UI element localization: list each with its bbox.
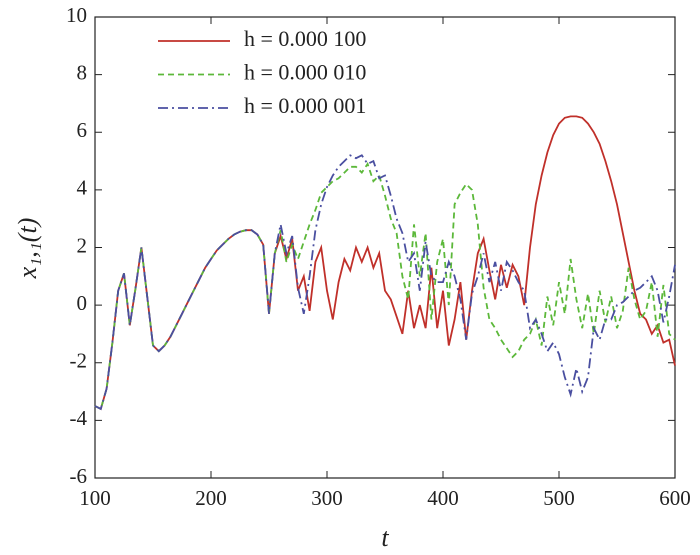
series-line <box>94 161 676 411</box>
legend-label: h = 0.000 010 <box>244 60 366 85</box>
y-tick-label: -4 <box>70 406 88 430</box>
legend-label: h = 0.000 100 <box>244 26 366 51</box>
x-tick-label: 600 <box>659 486 691 510</box>
y-tick-label: 4 <box>77 176 88 200</box>
plot-frame <box>94 16 676 479</box>
series-line <box>94 154 676 411</box>
x-tick-label: 100 <box>79 486 111 510</box>
y-tick-label: 8 <box>77 60 88 84</box>
y-tick-label: 2 <box>77 233 88 257</box>
x-tick-label: 400 <box>427 486 459 510</box>
series-line <box>94 115 676 411</box>
y-tick-label: 0 <box>77 291 88 315</box>
y-axis-label: x₁,₁(t) <box>13 218 42 280</box>
y-tick-label: -6 <box>70 464 88 488</box>
x-tick-label: 500 <box>543 486 575 510</box>
x-tick-label: 300 <box>311 486 343 510</box>
x-tick-label: 200 <box>195 486 227 510</box>
y-tick-label: 6 <box>77 118 88 142</box>
legend-label: h = 0.000 001 <box>244 93 366 118</box>
y-tick-label: 10 <box>66 3 87 27</box>
y-tick-label: -2 <box>70 349 88 373</box>
x-axis-label: t <box>381 523 389 552</box>
